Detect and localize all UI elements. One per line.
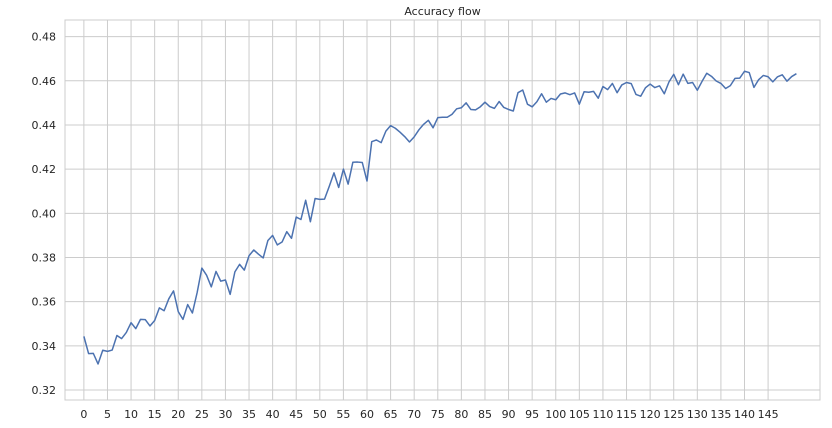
y-tick-label: 0.38 (32, 252, 57, 265)
x-tick-label: 130 (687, 408, 708, 421)
x-tick-label: 105 (569, 408, 590, 421)
grid (65, 20, 820, 400)
series-layer (83, 70, 797, 365)
x-tick-label: 35 (242, 408, 256, 421)
x-tick-label: 75 (431, 408, 445, 421)
y-tick-label: 0.32 (32, 384, 57, 397)
y-tick-label: 0.40 (32, 207, 57, 220)
x-tick-label: 10 (124, 408, 138, 421)
x-tick-label: 90 (502, 408, 516, 421)
x-tick-label: 0 (80, 408, 87, 421)
y-tick-label: 0.36 (32, 296, 57, 309)
x-tick-label: 65 (384, 408, 398, 421)
x-tick-label: 15 (148, 408, 162, 421)
x-axis: 0 5 10 15 20 25 30 35 40 45 50 55 60 65 70 75 80 85 90 95 10… (80, 408, 778, 421)
x-tick-label: 135 (710, 408, 731, 421)
x-tick-label: 45 (289, 408, 303, 421)
x-tick-label: 85 (478, 408, 492, 421)
x-tick-label: 95 (525, 408, 539, 421)
x-tick-label: 20 (171, 408, 185, 421)
x-tick-label: 60 (360, 408, 374, 421)
x-tick-label: 55 (336, 408, 350, 421)
x-tick-label: 120 (640, 408, 661, 421)
x-tick-label: 145 (758, 408, 779, 421)
y-tick-label: 0.46 (32, 75, 57, 88)
x-tick-label: 80 (454, 408, 468, 421)
y-tick-label: 0.44 (32, 119, 57, 132)
x-tick-label: 115 (616, 408, 637, 421)
y-tick-label: 0.48 (32, 31, 57, 44)
plot-frame (64, 19, 821, 401)
x-tick-label: 40 (266, 408, 280, 421)
y-axis: 0.32 0.34 0.36 0.38 0.40 0.42 0.44 0.46 0.48 (32, 31, 57, 397)
x-tick-label: 50 (313, 408, 327, 421)
x-tick-label: 100 (545, 408, 566, 421)
x-tick-label: 5 (104, 408, 111, 421)
x-tick-label: 140 (734, 408, 755, 421)
y-tick-label: 0.34 (32, 340, 57, 353)
x-tick-label: 110 (592, 408, 613, 421)
x-tick-label: 125 (663, 408, 684, 421)
y-tick-label: 0.42 (32, 163, 57, 176)
x-tick-label: 30 (218, 408, 232, 421)
x-tick-label: 70 (407, 408, 421, 421)
series-line (83, 70, 797, 365)
x-tick-label: 25 (195, 408, 209, 421)
chart-title: Accuracy flow (404, 5, 480, 18)
